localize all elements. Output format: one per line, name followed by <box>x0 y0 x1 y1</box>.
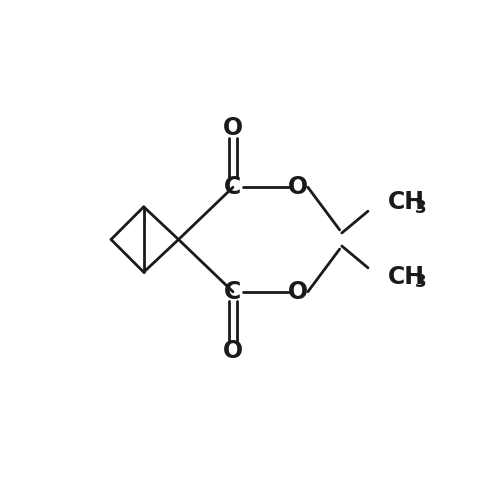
Text: C: C <box>224 175 241 199</box>
Text: 3: 3 <box>414 273 426 291</box>
Text: CH: CH <box>388 264 424 288</box>
Text: O: O <box>288 280 308 304</box>
Text: 3: 3 <box>414 199 426 217</box>
Text: C: C <box>224 280 241 304</box>
Text: O: O <box>223 116 243 140</box>
Text: CH: CH <box>388 191 424 215</box>
Text: O: O <box>223 339 243 363</box>
Text: O: O <box>288 175 308 199</box>
